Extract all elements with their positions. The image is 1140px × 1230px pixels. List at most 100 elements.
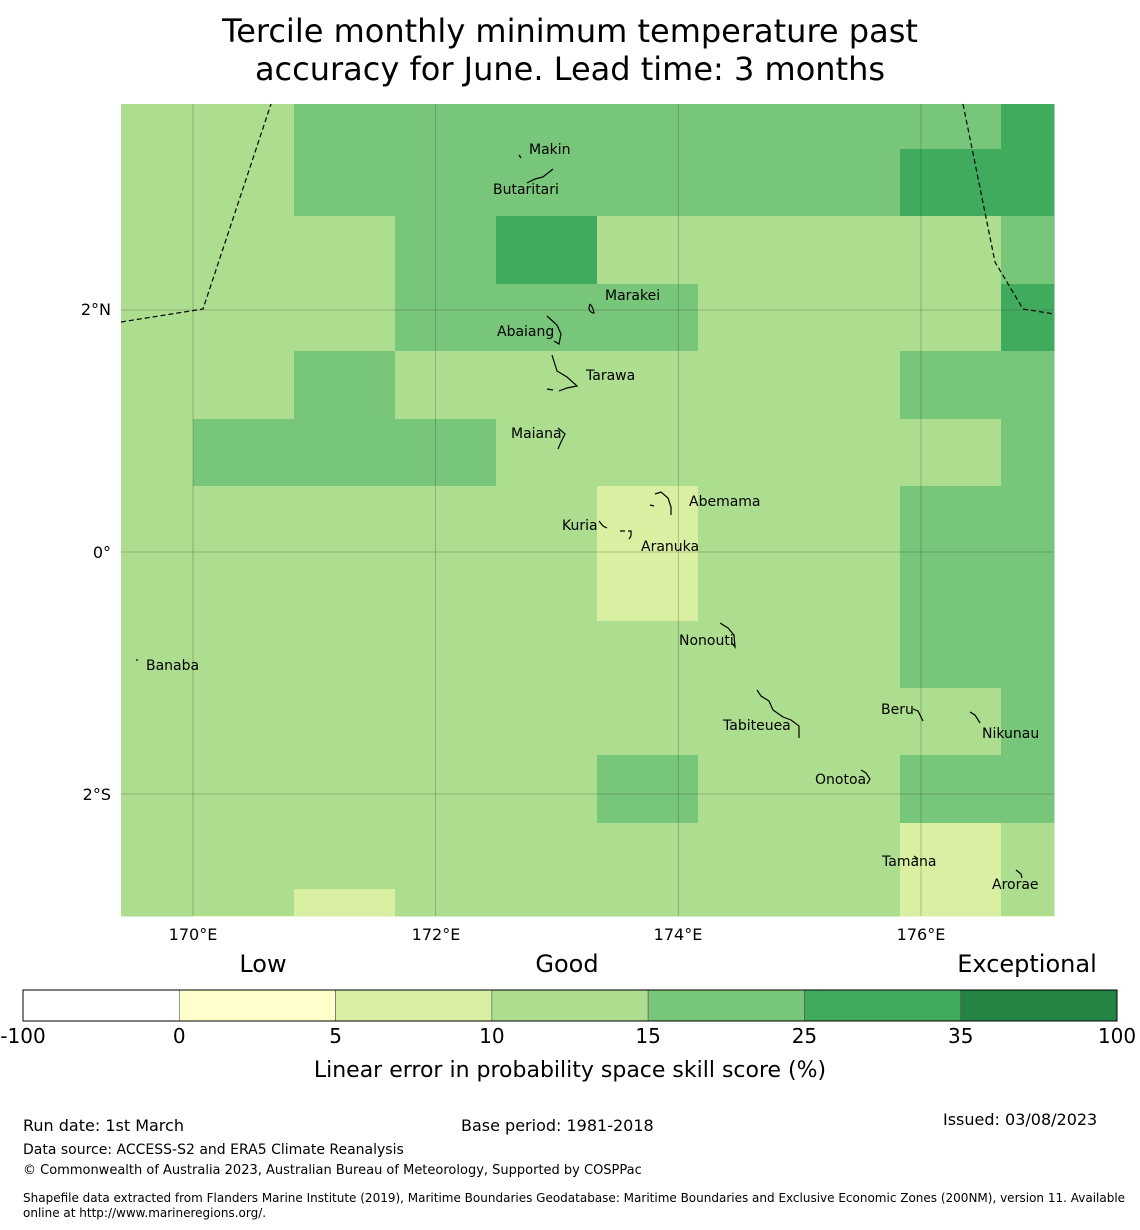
skill-cell	[597, 419, 699, 487]
island-label-nikunau: Nikunau	[982, 726, 1039, 742]
skill-cell	[900, 486, 1002, 554]
skill-cell	[597, 889, 699, 917]
island-shape-abaiang	[546, 315, 562, 345]
colorbar-tick-label: -100	[0, 1024, 45, 1048]
skill-cell	[900, 216, 1002, 285]
skill-cell	[698, 688, 800, 756]
skill-cell	[294, 486, 396, 554]
skill-cell	[799, 419, 901, 487]
colorbar-segment	[960, 989, 1118, 1022]
skill-cell	[900, 104, 1002, 150]
colorbar-tick-label: 5	[329, 1024, 342, 1048]
lon-label-176e: 176°E	[897, 925, 946, 944]
colorbar-tick-label: 35	[948, 1024, 973, 1048]
skill-cell	[1054, 104, 1055, 150]
skill-cell	[1001, 553, 1055, 622]
colorbar-tick-label: 100	[1098, 1024, 1136, 1048]
skill-cell	[395, 553, 497, 622]
skill-cell	[294, 823, 396, 890]
island-shape-abemama	[649, 491, 672, 515]
skill-cell	[1001, 621, 1055, 689]
colorbar-tick-label: 0	[173, 1024, 186, 1048]
island-shape-marakei	[588, 303, 595, 314]
skill-cell	[395, 916, 497, 917]
run-date: Run date: 1st March	[23, 1116, 184, 1135]
graticule	[121, 104, 1054, 916]
lat-label-2n: 2°N	[81, 300, 111, 319]
skill-cell	[1001, 104, 1055, 150]
skill-cell	[900, 823, 1002, 890]
lon-label-172e: 172°E	[412, 925, 461, 944]
skill-cell	[799, 104, 901, 150]
skill-cell	[1054, 284, 1055, 352]
skill-cell	[121, 419, 194, 487]
skill-cell	[799, 216, 901, 285]
skill-cell	[900, 419, 1002, 487]
skill-cell	[799, 553, 901, 622]
skill-cell	[496, 755, 598, 824]
skill-cell	[294, 216, 396, 285]
island-shape-butaritari	[526, 168, 554, 184]
skill-cell	[294, 419, 396, 487]
skill-cell	[698, 351, 800, 420]
skill-cell	[496, 621, 598, 689]
skill-cell	[698, 621, 800, 689]
skill-cell	[698, 419, 800, 487]
skill-cell	[193, 104, 295, 150]
skill-cell	[900, 351, 1002, 420]
island-label-nonouti: Nonouti	[679, 633, 734, 649]
skill-cell	[121, 216, 194, 285]
skill-cell	[193, 688, 295, 756]
skill-cell	[496, 553, 598, 622]
skill-cell	[193, 755, 295, 824]
skill-cell	[496, 419, 598, 487]
island-label-butaritari: Butaritari	[493, 182, 559, 198]
island-shape-makin	[518, 154, 522, 159]
skill-cell	[698, 755, 800, 824]
skill-cell	[121, 553, 194, 622]
skill-cell	[698, 916, 800, 917]
base-period: Base period: 1981-2018	[461, 1116, 654, 1135]
island-label-beru: Beru	[881, 702, 914, 718]
island-shape-tamana	[913, 855, 919, 860]
skill-cell	[1054, 216, 1055, 285]
island-label-makin: Makin	[529, 142, 571, 158]
skill-cell	[597, 553, 699, 622]
lon-label-174e: 174°E	[654, 925, 703, 944]
skill-cell	[121, 889, 194, 917]
skill-cell	[395, 486, 497, 554]
skill-cell	[395, 351, 497, 420]
island-label-onotoa: Onotoa	[815, 772, 866, 788]
skill-cell	[1054, 486, 1055, 554]
skill-cell	[121, 486, 194, 554]
skill-grid	[121, 104, 1055, 917]
colorbar-segment	[491, 989, 649, 1022]
skill-cell	[294, 688, 396, 756]
skill-cell	[597, 688, 699, 756]
lat-label-0: 0°	[93, 543, 111, 562]
skill-cell	[294, 755, 396, 824]
skill-cell	[799, 486, 901, 554]
legend-category-low: Low	[239, 950, 286, 978]
skill-cell	[294, 553, 396, 622]
skill-cell	[799, 621, 901, 689]
skill-cell	[597, 149, 699, 217]
island-label-tarawa: Tarawa	[585, 368, 635, 384]
island-shape-tabiteuea	[756, 689, 800, 738]
skill-cell	[395, 823, 497, 890]
skill-cell	[193, 621, 295, 689]
skill-cell	[698, 889, 800, 917]
skill-cell	[900, 284, 1002, 352]
skill-cell	[496, 889, 598, 917]
skill-cell	[1001, 351, 1055, 420]
island-shape-aranuka	[620, 530, 632, 540]
legend-categories: Low Good Exceptional	[239, 950, 1096, 978]
skill-cell	[496, 688, 598, 756]
skill-cell	[799, 284, 901, 352]
skill-cell	[121, 621, 194, 689]
skill-cell	[496, 104, 598, 150]
colorbar-label: Linear error in probability space skill …	[314, 1058, 826, 1083]
skill-cell	[294, 351, 396, 420]
colorbar-ticks: -100 0 5 10 15 25 35 100	[0, 1024, 1136, 1048]
skill-cell	[193, 823, 295, 890]
